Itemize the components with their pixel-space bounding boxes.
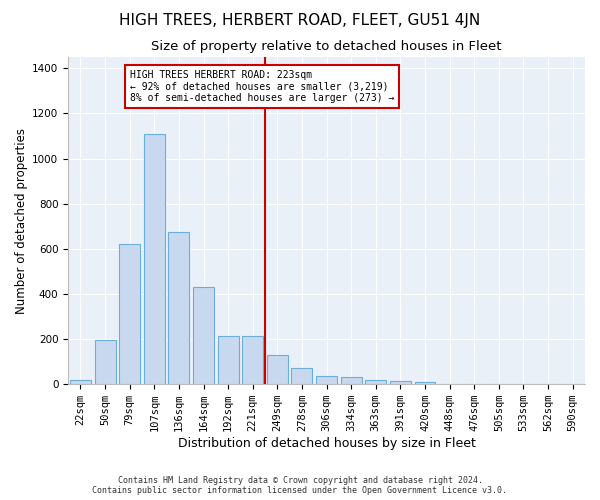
Bar — [292, 368, 313, 384]
Bar — [169, 232, 190, 384]
Bar — [390, 381, 411, 384]
Bar — [119, 244, 140, 384]
Bar — [95, 340, 116, 384]
Y-axis label: Number of detached properties: Number of detached properties — [15, 128, 28, 314]
Bar — [365, 380, 386, 384]
Bar — [144, 134, 165, 384]
Text: HIGH TREES HERBERT ROAD: 223sqm
← 92% of detached houses are smaller (3,219)
8% : HIGH TREES HERBERT ROAD: 223sqm ← 92% of… — [130, 70, 395, 103]
Text: Contains HM Land Registry data © Crown copyright and database right 2024.
Contai: Contains HM Land Registry data © Crown c… — [92, 476, 508, 495]
Bar — [316, 376, 337, 384]
Bar — [267, 355, 288, 384]
Bar — [415, 382, 436, 384]
Bar — [242, 336, 263, 384]
Bar — [218, 336, 239, 384]
X-axis label: Distribution of detached houses by size in Fleet: Distribution of detached houses by size … — [178, 437, 476, 450]
Bar — [70, 380, 91, 384]
Bar — [341, 378, 362, 384]
Text: HIGH TREES, HERBERT ROAD, FLEET, GU51 4JN: HIGH TREES, HERBERT ROAD, FLEET, GU51 4J… — [119, 12, 481, 28]
Title: Size of property relative to detached houses in Fleet: Size of property relative to detached ho… — [151, 40, 502, 53]
Bar — [193, 287, 214, 384]
